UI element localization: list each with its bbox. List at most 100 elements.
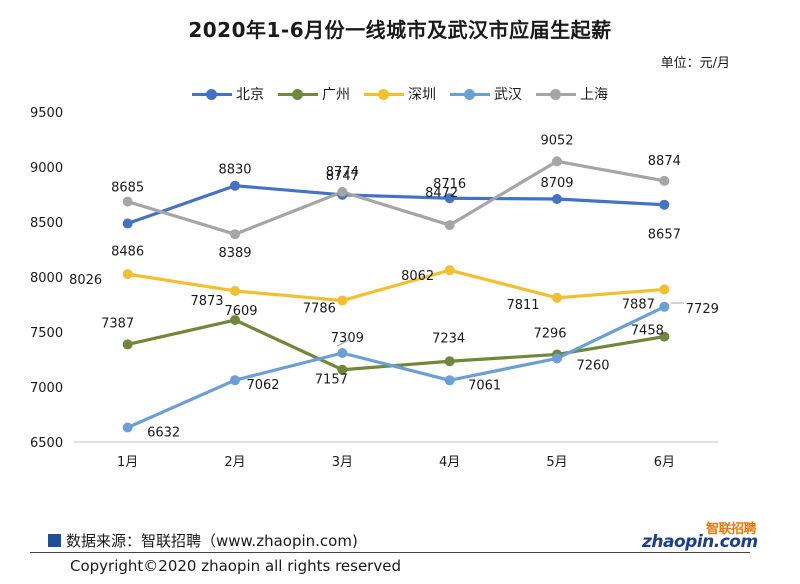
data-label-2-2: 7786 — [303, 302, 336, 317]
data-label-1-1: 7609 — [224, 304, 257, 319]
series-line-0 — [127, 184, 665, 226]
y-tick-label-4: 7500 — [30, 326, 63, 341]
zhaopin-logo: 智联招聘 zhaopin.com — [642, 518, 760, 552]
series-4-point-1 — [230, 229, 240, 240]
series-line-4 — [127, 159, 665, 236]
data-label-3-4: 7260 — [576, 358, 609, 373]
y-tick-label-0: 9500 — [30, 106, 63, 121]
series-0-point-3 — [444, 193, 455, 204]
series-1-point-1 — [230, 315, 240, 326]
data-label-0-3: 8716 — [433, 177, 466, 192]
series-0-point-4 — [552, 194, 562, 205]
legend-item-0: 北京 — [192, 84, 264, 104]
footer-divider — [30, 552, 750, 553]
data-label-3-1: 7062 — [246, 378, 279, 393]
logo-english-text: zhaopin.com — [642, 532, 758, 552]
series-2-point-0 — [122, 269, 133, 280]
legend-swatch-3 — [450, 88, 490, 100]
data-label-3-5: 7729 — [686, 302, 719, 317]
series-3-point-1 — [230, 375, 240, 386]
data-label-2-3: 8062 — [401, 269, 434, 284]
series-2-point-1 — [230, 285, 240, 296]
series-2-point-2 — [337, 295, 348, 306]
x-tick-label-3: 4月 — [439, 455, 460, 470]
series-2-point-4 — [552, 292, 562, 303]
data-label-4-0: 8685 — [111, 181, 144, 196]
legend: 北京 广州 深圳 武汉 上海 — [0, 84, 800, 104]
data-label-4-4: 9052 — [540, 133, 573, 148]
x-tick-label-4: 5月 — [546, 455, 567, 470]
legend-label-0: 北京 — [236, 87, 264, 103]
series-line-2 — [127, 268, 665, 303]
series-0-point-0 — [122, 218, 133, 229]
legend-swatch-0 — [192, 88, 232, 100]
legend-item-2: 深圳 — [364, 84, 436, 104]
series-4-point-4 — [552, 156, 562, 167]
legend-item-4: 上海 — [536, 84, 608, 104]
unit-label: 单位：元/月 — [660, 56, 730, 71]
data-label-0-0: 8486 — [111, 245, 144, 260]
legend-item-3: 武汉 — [450, 84, 522, 104]
data-label-0-2: 8747 — [326, 169, 359, 184]
legend-label-3: 武汉 — [494, 87, 522, 103]
data-label-3-0: 6632 — [147, 425, 180, 440]
data-label-2-1: 7873 — [190, 294, 223, 309]
data-label-2-4: 7811 — [506, 298, 539, 313]
series-1-point-2 — [337, 364, 348, 375]
data-label-3-3: 7061 — [468, 378, 501, 393]
y-tick-label-6: 6500 — [30, 436, 63, 451]
y-tick-label-2: 8500 — [30, 216, 63, 231]
legend-label-1: 广州 — [322, 87, 350, 103]
series-3-point-5 — [659, 301, 670, 312]
series-0-point-5 — [659, 199, 670, 210]
series-2-point-3 — [444, 265, 455, 276]
data-source-text: 数据来源：智联招聘（www.zhaopin.com) — [66, 532, 358, 550]
series-4-point-2 — [337, 186, 348, 197]
data-label-1-3: 7234 — [432, 331, 465, 346]
series-3-point-3 — [444, 375, 455, 386]
series-2-point-5 — [659, 284, 670, 295]
data-source: 数据来源：智联招聘（www.zhaopin.com) — [48, 530, 358, 551]
series-3-point-4 — [552, 353, 562, 364]
data-label-4-5: 8874 — [648, 154, 681, 169]
x-tick-label-0: 1月 — [117, 455, 138, 470]
data-label-0-1: 8830 — [218, 163, 251, 178]
legend-swatch-4 — [536, 88, 576, 100]
series-1-point-0 — [122, 339, 133, 350]
x-tick-label-2: 3月 — [332, 455, 353, 470]
legend-swatch-1 — [278, 88, 318, 100]
data-label-0-5: 8657 — [648, 228, 681, 243]
y-tick-label-1: 9000 — [30, 161, 63, 176]
x-tick-label-1: 2月 — [224, 455, 245, 470]
y-tick-label-5: 7000 — [30, 381, 63, 396]
source-marker-icon — [48, 534, 61, 547]
data-label-2-0: 8026 — [69, 273, 102, 288]
series-0-point-1 — [230, 180, 240, 191]
series-4-point-0 — [122, 196, 133, 207]
series-1-point-3 — [444, 356, 455, 367]
logo-chinese-text: 智联招聘 — [705, 522, 757, 537]
data-label-3-2: 7309 — [331, 331, 364, 346]
series-1-point-5 — [659, 331, 670, 342]
series-3-point-0 — [122, 422, 133, 433]
x-tick-label-5: 6月 — [654, 455, 675, 470]
data-label-4-2: 8774 — [326, 165, 359, 180]
data-label-4-3: 8472 — [425, 186, 458, 201]
series-4-point-3 — [444, 220, 455, 231]
chart-title: 2020年1-6月份一线城市及武汉市应届生起薪 — [188, 18, 612, 42]
legend-swatch-2 — [364, 88, 404, 100]
data-label-1-5: 7458 — [631, 324, 664, 339]
data-label-1-2: 7157 — [315, 373, 348, 388]
legend-item-1: 广州 — [278, 84, 350, 104]
copyright-text: Copyright©2020 zhaopin all rights reserv… — [70, 557, 401, 575]
leader-line-1 — [336, 338, 352, 347]
y-tick-label-3: 8000 — [30, 271, 63, 286]
data-label-4-1: 8389 — [218, 246, 251, 261]
legend-label-2: 深圳 — [408, 87, 436, 103]
data-label-0-4: 8709 — [540, 176, 573, 191]
data-label-1-4: 7296 — [533, 326, 566, 341]
series-4-point-5 — [659, 175, 670, 186]
series-line-3 — [127, 305, 666, 429]
data-label-2-5: 7887 — [622, 297, 655, 312]
